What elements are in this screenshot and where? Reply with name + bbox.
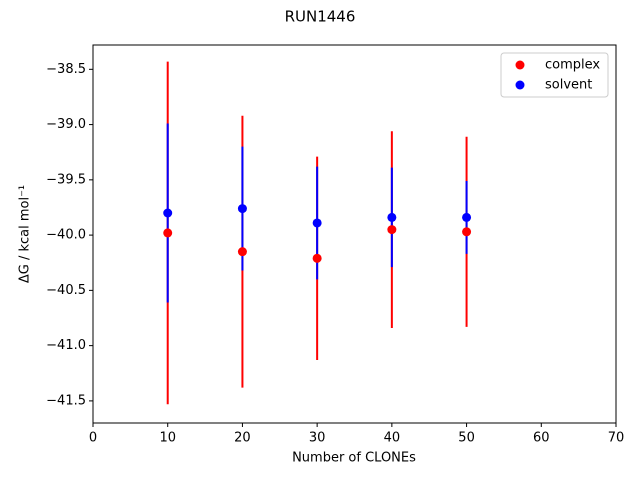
legend-label: complex (545, 58, 600, 73)
y-axis-label: ΔG / kcal mol⁻¹ (18, 185, 33, 283)
legend-marker (515, 80, 525, 90)
legend-box (500, 52, 609, 98)
y-tick-label: −39.5 (46, 172, 86, 187)
point (237, 204, 247, 214)
point (163, 208, 173, 218)
x-tick-label: 40 (384, 431, 401, 446)
y-tick-label: −39.0 (46, 117, 86, 132)
plot-frame (92, 44, 617, 424)
chart-title: RUN1446 (285, 8, 356, 26)
x-tick-label: 70 (608, 431, 625, 446)
y-tick-label: −38.5 (46, 62, 86, 77)
x-tick-label: 30 (309, 431, 326, 446)
point (163, 228, 173, 238)
x-axis-label: Number of CLONEs (292, 451, 416, 466)
y-tick-label: −41.0 (46, 338, 86, 353)
x-tick-label: 60 (533, 431, 550, 446)
point (312, 218, 322, 228)
y-tick-label: −41.5 (46, 393, 86, 408)
legend-marker (515, 60, 525, 70)
point (462, 227, 472, 237)
x-tick-label: 0 (89, 431, 97, 446)
y-tick-label: −40.0 (46, 228, 86, 243)
point (462, 212, 472, 222)
x-tick-label: 10 (159, 431, 176, 446)
point (237, 247, 247, 257)
x-tick-label: 50 (458, 431, 475, 446)
legend-label: solvent (545, 78, 592, 93)
y-tick-label: −40.5 (46, 283, 86, 298)
point (387, 225, 397, 235)
x-tick-label: 20 (234, 431, 251, 446)
point (312, 253, 322, 263)
point (387, 212, 397, 222)
